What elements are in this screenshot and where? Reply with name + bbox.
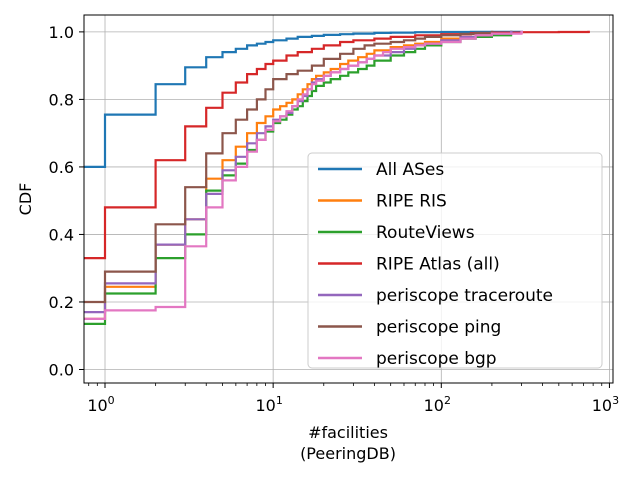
- y-axis-label: CDF: [16, 183, 35, 216]
- legend: All ASes RIPE RIS RouteViews RIPE Atlas (al…: [307, 152, 603, 369]
- legend-label: All ASes: [376, 160, 444, 180]
- series-line-5: [84, 30, 494, 304]
- legend-label: RIPE Atlas (all): [376, 255, 500, 275]
- legend-label: RIPE RIS: [376, 192, 447, 212]
- legend-box: [307, 152, 603, 369]
- legend-label: RouteViews: [376, 223, 475, 243]
- series-line-0: [84, 30, 523, 168]
- x-axis-label-line2: (PeeringDB): [300, 444, 396, 463]
- y-tick-label: 0.2: [49, 293, 74, 312]
- legend-label: periscope traceroute: [376, 286, 553, 306]
- x-axis-label: #facilities: [308, 423, 388, 442]
- legend-label: periscope ping: [376, 318, 501, 338]
- x-tick-label: 100: [87, 394, 114, 415]
- y-tick-label: 0.8: [49, 90, 74, 109]
- y-tick-label: 0.0: [49, 360, 74, 379]
- x-tick-label: 101: [255, 394, 282, 415]
- legend-label: periscope bgp: [376, 349, 497, 369]
- y-tick-label: 0.6: [49, 158, 74, 177]
- y-tick-label: 1.0: [49, 23, 74, 42]
- series-layer: [84, 30, 590, 325]
- x-tick-label: 103: [592, 394, 619, 415]
- y-tick-label: 0.4: [49, 225, 74, 244]
- series-line-6: [84, 30, 523, 320]
- x-tick-label: 102: [424, 394, 451, 415]
- plot-area-frame: [83, 14, 614, 384]
- tick-layer: 100 101 102 103 0.0 0.2 0.4 0.6 0.8 1.0: [49, 23, 620, 415]
